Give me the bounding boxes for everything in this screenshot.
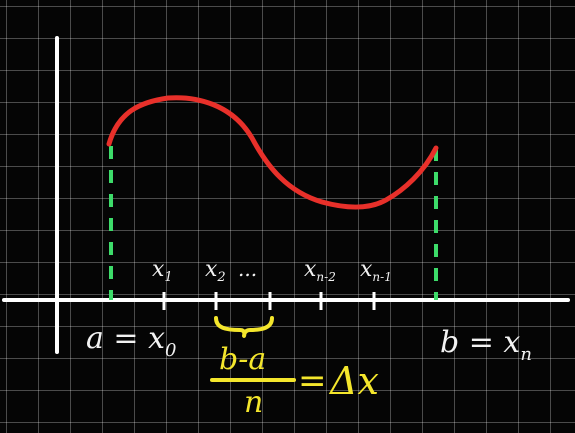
label-b-equals-xn: b = xn	[440, 325, 532, 365]
formula-numerator: b-a	[219, 342, 266, 377]
formula-delta-x: Δx	[328, 359, 379, 403]
label-x1: x1	[152, 257, 173, 285]
label-dots: ...	[238, 257, 257, 281]
formula-equals: =	[298, 361, 327, 401]
function-curve	[106, 95, 439, 210]
label-x2: x2	[205, 257, 226, 285]
label-xn2: xn-2	[304, 257, 336, 284]
label-xn1: xn-1	[360, 257, 392, 284]
formula-denominator: n	[244, 385, 263, 420]
subinterval-brace	[214, 316, 274, 338]
label-a-equals-x0: a = x0	[86, 321, 176, 361]
